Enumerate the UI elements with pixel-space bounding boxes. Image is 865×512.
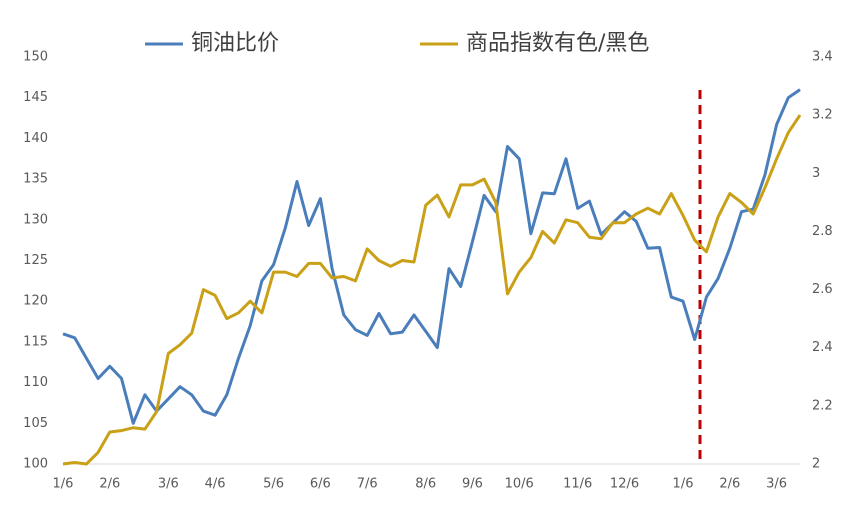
legend-label: 铜油比价 [191,31,279,56]
x-tick-label: 12/6 [610,477,639,492]
y-tick-label: 135 [23,172,48,187]
y2-tick-label: 2.4 [812,340,833,355]
x-tick-label: 7/6 [357,477,378,492]
x-tick-label: 2/6 [719,477,740,492]
x-tick-label: 5/6 [263,477,284,492]
y-tick-label: 105 [23,416,48,431]
x-tick-label: 1/6 [53,477,74,492]
x-tick-label: 11/6 [563,477,592,492]
x-tick-label: 8/6 [415,477,436,492]
y-tick-label: 110 [23,375,48,390]
y-tick-label: 100 [23,457,48,472]
y-tick-label: 145 [23,90,48,105]
x-tick-label: 1/6 [673,477,694,492]
y-tick-label: 130 [23,212,48,227]
x-tick-label: 10/6 [505,477,534,492]
y-tick-label: 115 [23,334,48,349]
x-tick-label: 3/6 [766,477,787,492]
x-tick-label: 6/6 [310,477,331,492]
y-tick-label: 120 [23,294,48,309]
y2-tick-label: 2.6 [812,282,833,297]
y2-tick-label: 2.2 [812,398,833,413]
y-tick-label: 140 [23,131,48,146]
y2-tick-label: 3.2 [812,108,833,123]
series-line [62,88,801,425]
legend-label: 商品指数有色/黑色 [466,31,649,56]
y2-tick-label: 2.8 [812,224,833,239]
x-tick-label: 2/6 [99,477,120,492]
y2-tick-label: 3 [812,166,820,181]
x-tick-label: 9/6 [462,477,483,492]
x-tick-label: 3/6 [158,477,179,492]
series-line [62,114,802,466]
y2-tick-label: 3.4 [812,50,833,65]
x-tick-label: 4/6 [205,477,226,492]
y-tick-label: 125 [23,253,48,268]
y-tick-label: 150 [23,50,48,65]
y2-tick-label: 2 [812,457,820,472]
